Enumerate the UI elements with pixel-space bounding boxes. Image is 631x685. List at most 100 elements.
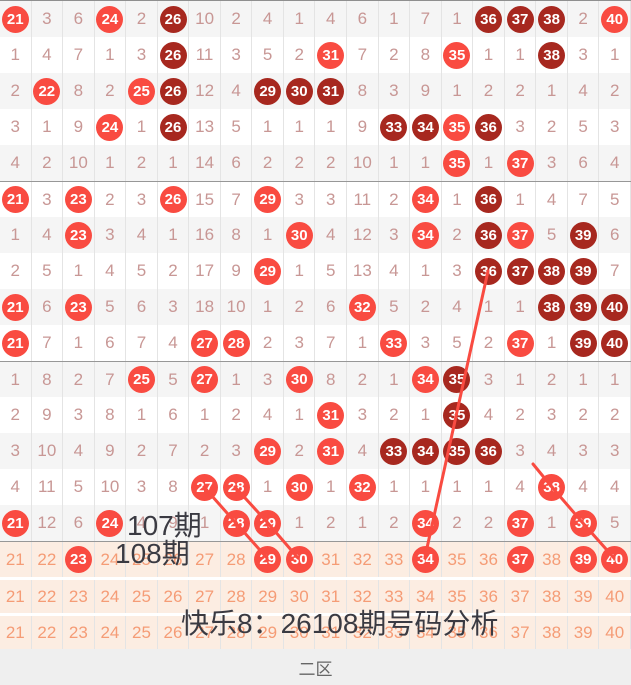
miss-count-cell: 32 (347, 542, 379, 577)
miss-count-cell: 12 (189, 73, 221, 109)
hot-ball: 25 (127, 366, 155, 393)
miss-count-cell: 4 (126, 505, 158, 541)
hot-ball: 39 (569, 509, 597, 537)
miss-count-cell: 2 (0, 73, 32, 109)
hot-ball: 37 (506, 509, 534, 537)
miss-count-cell: 1 (252, 289, 284, 325)
hot-ball: 29 (254, 509, 282, 537)
miss-count-cell: 2 (126, 433, 158, 469)
miss-count-cell: 2 (442, 217, 474, 253)
miss-count-cell: 9 (221, 253, 253, 289)
drawn-number-cell: 23 (63, 289, 95, 325)
drawn-number-cell: 24 (95, 505, 127, 541)
miss-count-cell: 36 (473, 542, 505, 577)
miss-count-cell: 2 (379, 505, 411, 541)
miss-count-cell: 4 (126, 217, 158, 253)
miss-count-cell: 1 (284, 253, 316, 289)
miss-count-cell: 1 (0, 362, 32, 397)
miss-count-cell: 2 (505, 73, 537, 109)
miss-count-cell: 7 (126, 325, 158, 361)
miss-count-cell: 2 (284, 289, 316, 325)
repeat-ball: 38 (538, 5, 566, 33)
miss-count-cell: 1 (442, 73, 474, 109)
miss-count-cell: 1 (126, 397, 158, 433)
miss-count-cell: 6 (63, 505, 95, 541)
miss-count-cell: 31 (315, 616, 348, 649)
miss-count-cell: 2 (95, 73, 127, 109)
miss-count-cell: 10 (95, 469, 127, 505)
miss-count-cell: 6 (599, 217, 631, 253)
hot-ball: 32 (348, 293, 376, 321)
repeat-ball: 40 (601, 293, 629, 321)
hot-ball: 23 (64, 221, 92, 249)
miss-count-cell: 7 (158, 433, 190, 469)
miss-count-cell: 7 (95, 362, 127, 397)
miss-count-cell: 1 (505, 37, 537, 73)
drawn-number-cell: 38 (536, 289, 568, 325)
miss-count-cell: 11 (189, 37, 221, 73)
hot-ball: 29 (254, 546, 282, 573)
miss-count-cell: 1 (158, 145, 190, 181)
drawn-number-cell: 40 (599, 325, 631, 361)
miss-count-cell: 6 (568, 145, 600, 181)
repeat-ball: 34 (411, 113, 439, 141)
miss-count-cell: 1 (95, 37, 127, 73)
drawn-number-cell: 37 (505, 145, 537, 181)
miss-count-cell: 1 (63, 253, 95, 289)
drawn-number-cell: 21 (0, 505, 32, 541)
miss-count-cell: 1 (379, 469, 411, 505)
miss-count-cell: 2 (315, 145, 348, 181)
miss-count-cell: 32 (347, 616, 379, 649)
hot-ball: 28 (222, 473, 250, 501)
drawn-number-cell: 26 (158, 182, 190, 217)
miss-count-cell: 2 (505, 397, 537, 433)
miss-count-cell: 1 (568, 362, 600, 397)
hot-ball: 24 (96, 113, 124, 141)
drawn-number-cell: 21 (0, 1, 32, 37)
trend-row: 21 22 23 24 25 26 27 28 29 30 31 32 33 34 35 36 37 38 39 40 (0, 541, 631, 577)
zone-label: 二区 (298, 659, 333, 679)
miss-count-cell: 1 (379, 145, 411, 181)
drawn-number-cell: 36 (473, 1, 505, 37)
miss-count-cell: 27 (189, 616, 221, 649)
miss-count-cell: 26 (158, 542, 190, 577)
drawn-number-cell: 21 (0, 325, 32, 361)
trend-row: 3 1 9 24 1 26 13 5 1 1 1 9 33 34 35 36 3 2 5 3 (0, 109, 631, 145)
drawn-number-cell: 38 (536, 469, 568, 505)
miss-count-cell: 2 (410, 289, 442, 325)
miss-count-cell: 1 (252, 109, 284, 145)
miss-count-cell: 1 (379, 1, 411, 37)
miss-count-cell: 1 (410, 253, 442, 289)
repeat-ball: 35 (443, 437, 471, 465)
trend-row: 21 3 23 2 3 26 15 7 29 3 3 11 2 34 1 36 1 4 7 5 (0, 181, 631, 217)
miss-count-cell: 4 (95, 253, 127, 289)
miss-count-cell: 36 (473, 580, 505, 613)
drawn-number-cell: 31 (315, 433, 348, 469)
hot-ball: 34 (411, 186, 439, 213)
miss-count-cell: 3 (63, 397, 95, 433)
drawn-number-cell: 40 (599, 289, 631, 325)
miss-count-cell: 4 (32, 217, 64, 253)
repeat-ball: 38 (538, 293, 566, 321)
drawn-number-cell: 40 (599, 1, 631, 37)
drawn-number-cell: 40 (599, 542, 631, 577)
miss-count-cell: 1 (536, 325, 568, 361)
miss-count-cell: 22 (32, 542, 64, 577)
miss-count-cell: 11 (347, 182, 379, 217)
drawn-number-cell: 36 (473, 182, 505, 217)
hot-ball: 37 (506, 149, 534, 177)
drawn-number-cell: 39 (568, 542, 600, 577)
repeat-ball: 34 (411, 437, 439, 465)
hot-ball: 24 (96, 5, 124, 33)
drawn-number-cell: 37 (505, 253, 537, 289)
drawn-number-cell: 35 (442, 362, 474, 397)
miss-count-cell: 1 (252, 469, 284, 505)
trend-row: 2 22 8 2 25 26 12 4 29 30 31 8 3 9 1 2 2 1 4 2 (0, 73, 631, 109)
miss-count-cell: 6 (347, 1, 379, 37)
drawn-number-cell: 32 (347, 469, 379, 505)
repeat-ball: 36 (475, 221, 503, 249)
drawn-number-cell: 37 (505, 542, 537, 577)
hot-ball: 21 (1, 329, 29, 357)
miss-count-cell: 5 (221, 109, 253, 145)
hot-ball: 27 (191, 473, 219, 501)
